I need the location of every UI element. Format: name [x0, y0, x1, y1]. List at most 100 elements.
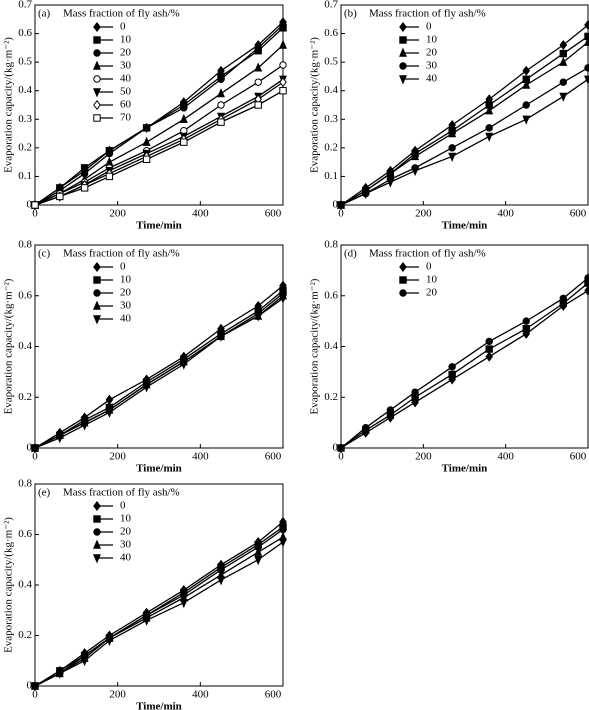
y-tick-label: 0.2: [18, 629, 32, 641]
y-tick-label: 0.6: [18, 289, 32, 301]
marker: [254, 556, 263, 566]
legend-label: 0: [120, 261, 126, 273]
marker: [411, 167, 420, 177]
marker: [93, 49, 101, 57]
marker: [105, 172, 114, 181]
marker: [254, 546, 263, 556]
marker: [80, 657, 89, 667]
marker: [584, 19, 589, 31]
plot-frame: [340, 4, 589, 206]
legend-label: 30: [120, 300, 132, 312]
series-line: [34, 27, 284, 206]
legend-label: 30: [120, 60, 132, 72]
legend-label: 0: [120, 21, 126, 33]
marker: [217, 75, 225, 83]
legend-label: 60: [120, 99, 132, 111]
y-tick-label: 0: [27, 680, 33, 692]
series-line: [34, 521, 284, 687]
marker: [142, 155, 151, 163]
marker: [362, 424, 370, 432]
marker: [584, 75, 589, 85]
legend-label: 40: [426, 73, 438, 85]
y-tick-label: 0.4: [18, 340, 32, 352]
x-axis-label: Time/min: [442, 220, 488, 232]
y-tick-label: 0: [333, 442, 339, 454]
legend-label: 10: [120, 274, 132, 286]
marker: [93, 300, 101, 310]
y-tick-label: 0.6: [324, 27, 338, 39]
legend-label: 40: [120, 313, 132, 325]
y-tick-label: 0.2: [18, 141, 32, 153]
marker: [217, 576, 225, 586]
marker: [386, 178, 395, 188]
marker: [411, 150, 420, 161]
y-tick-label: 0.1: [324, 170, 338, 182]
marker: [279, 61, 287, 69]
y-axis-label: Evaporation capacity/(kg·m⁻²): [309, 278, 321, 414]
panel-label: (c): [38, 248, 51, 260]
x-axis-label: Time/min: [442, 463, 488, 475]
marker: [254, 62, 263, 72]
marker: [80, 421, 89, 431]
marker: [559, 39, 568, 51]
marker: [559, 92, 568, 102]
marker: [279, 294, 287, 304]
legend-label: 0: [426, 21, 432, 33]
x-axis-label: Time/min: [136, 463, 182, 475]
legend-label: 20: [426, 47, 438, 59]
marker: [93, 289, 101, 297]
marker: [522, 79, 531, 89]
marker: [179, 360, 188, 370]
marker: [217, 332, 225, 342]
plot-frame: [34, 483, 284, 687]
marker: [93, 500, 101, 512]
marker: [31, 444, 39, 454]
marker: [485, 345, 493, 353]
y-tick-label: 0.3: [324, 113, 338, 125]
y-tick-label: 0.6: [18, 27, 32, 39]
marker: [217, 88, 225, 98]
x-tick-label: 0: [32, 451, 38, 463]
legend-label: 30: [426, 60, 438, 72]
series-line: [340, 41, 589, 206]
marker: [80, 184, 89, 192]
x-tick-label: 200: [109, 689, 126, 701]
x-tick-label: 600: [265, 451, 282, 463]
marker: [180, 104, 188, 112]
marker: [279, 87, 287, 95]
marker: [93, 539, 101, 549]
y-tick-label: 0.7: [324, 0, 338, 11]
marker: [522, 101, 530, 109]
marker: [93, 276, 101, 284]
marker: [522, 317, 530, 325]
y-tick-label: 0.8: [18, 478, 32, 490]
marker: [93, 75, 101, 83]
marker: [142, 124, 151, 132]
y-tick-label: 0.2: [18, 391, 32, 403]
x-tick-label: 400: [192, 208, 209, 220]
marker: [217, 118, 225, 126]
x-tick-label: 200: [415, 208, 432, 220]
legend-label: 40: [120, 552, 132, 564]
y-axis-label: Evaporation capacity/(kg·m⁻²): [309, 37, 321, 173]
marker: [361, 189, 370, 200]
marker: [584, 274, 589, 282]
x-tick-label: 400: [192, 451, 209, 463]
y-tick-label: 0.8: [18, 239, 32, 251]
y-axis-label: Evaporation capacity/(kg·m⁻²): [3, 37, 15, 173]
y-axis-label: Evaporation capacity/(kg·m⁻²): [3, 278, 15, 414]
x-tick-label: 600: [265, 208, 282, 220]
marker: [522, 65, 531, 76]
y-tick-label: 0.5: [18, 56, 32, 68]
marker: [485, 132, 494, 142]
plot-frame: [34, 244, 284, 449]
y-tick-label: 0.2: [324, 141, 338, 153]
series-line: [34, 285, 284, 449]
series-line: [340, 282, 589, 449]
marker: [485, 337, 493, 346]
marker: [179, 113, 188, 123]
series-line: [340, 67, 589, 206]
marker: [399, 62, 407, 70]
marker: [105, 394, 114, 405]
